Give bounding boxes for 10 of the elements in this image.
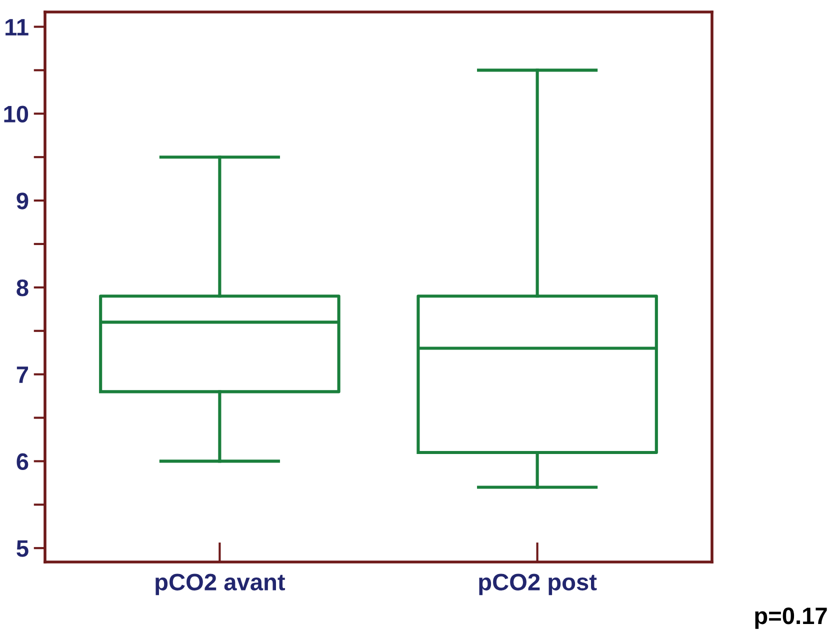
y-tick-label: 6	[16, 453, 28, 470]
text: p=0.17	[755, 608, 827, 629]
y-tick-label: 9	[16, 192, 28, 210]
y-tick-label: 10	[4, 106, 28, 122]
x-tick-label: pCO2 post	[479, 574, 597, 596]
x-tick-label: pCO2 avant	[156, 574, 286, 596]
y-tick-label: 5	[16, 540, 28, 557]
y-tick-label: 7	[16, 366, 28, 383]
y-tick-label: 8	[16, 280, 28, 296]
y-tick-label: 11	[6, 19, 28, 36]
